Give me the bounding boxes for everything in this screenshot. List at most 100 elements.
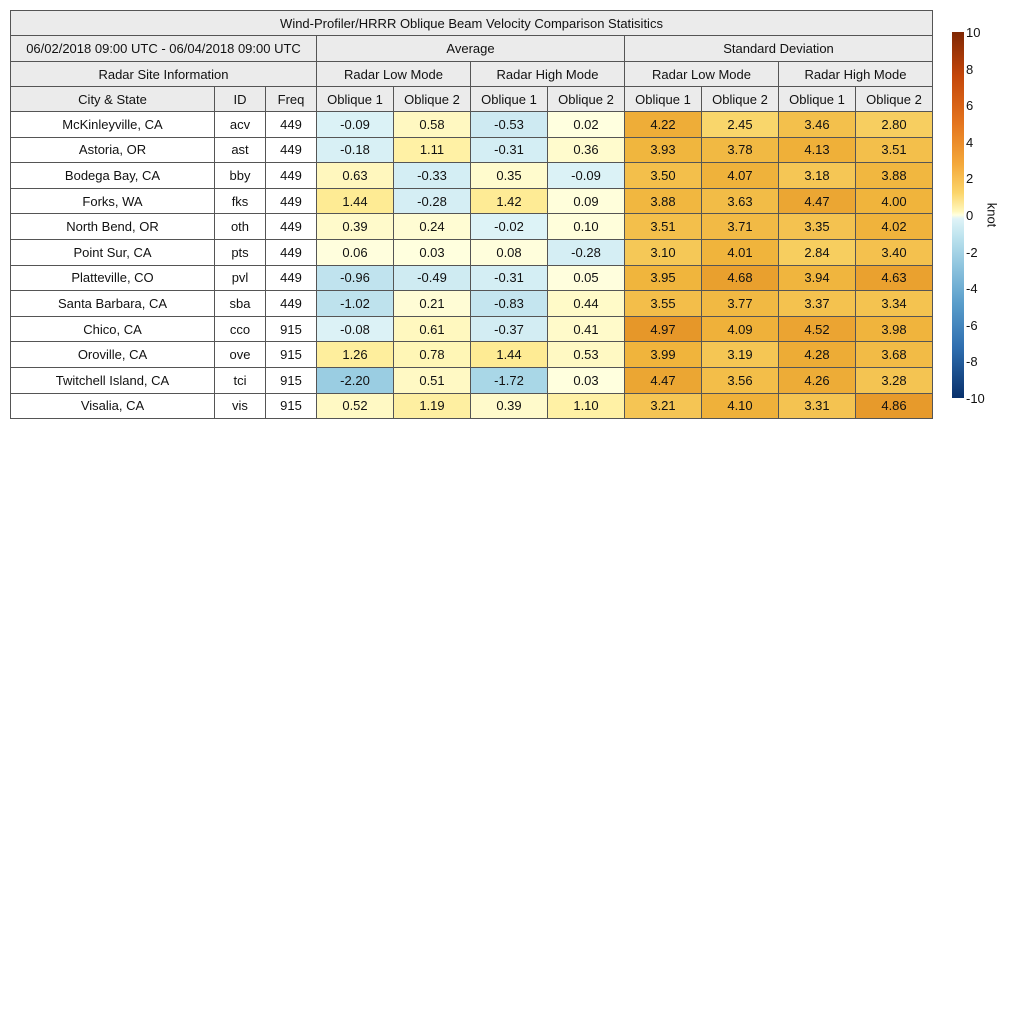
value-cell-avg-low-oblique-2: -0.33 (393, 162, 471, 189)
column-header-std-low-oblique-2: Oblique 2 (701, 86, 779, 112)
value-cell-avg-high-oblique-2: 0.03 (547, 366, 625, 394)
table-row: Santa Barbara, CA sba 449 -1.02 0.21 -0.83 0.4… (10, 290, 933, 317)
value-cell-std-high-oblique-2: 3.51 (855, 136, 933, 164)
value-cell-avg-high-oblique-2: 0.41 (547, 315, 625, 343)
value-cell-avg-high-oblique-1: 1.42 (470, 187, 548, 215)
value-cell-avg-high-oblique-1: -0.37 (470, 315, 548, 343)
value-cell-std-low-oblique-2: 3.63 (701, 187, 779, 215)
value-cell-avg-low-oblique-1: -0.09 (316, 111, 394, 138)
site-id-cell: vis (214, 392, 266, 420)
value-cell-std-high-oblique-2: 3.28 (855, 366, 933, 394)
site-id-cell: sba (214, 290, 266, 317)
value-cell-std-low-oblique-1: 3.88 (624, 187, 702, 215)
value-cell-avg-low-oblique-2: -0.28 (393, 187, 471, 215)
value-cell-avg-low-oblique-1: 0.06 (316, 238, 394, 266)
value-cell-std-high-oblique-2: 2.80 (855, 111, 933, 138)
value-cell-avg-high-oblique-1: 0.39 (470, 392, 548, 420)
value-cell-std-low-oblique-1: 3.93 (624, 136, 702, 164)
site-id-cell: oth (214, 213, 266, 240)
site-id-cell: ove (214, 341, 266, 368)
colorbar (952, 32, 964, 398)
column-header-avg-high-oblique-2: Oblique 2 (547, 86, 625, 112)
site-city-cell: Twitchell Island, CA (10, 366, 215, 394)
value-cell-std-low-oblique-1: 3.55 (624, 290, 702, 317)
value-cell-std-high-oblique-1: 4.13 (778, 136, 856, 164)
value-cell-std-high-oblique-1: 3.46 (778, 111, 856, 138)
site-city-cell: Santa Barbara, CA (10, 290, 215, 317)
value-cell-avg-low-oblique-1: 0.52 (316, 392, 394, 420)
table-row: Oroville, CA ove 915 1.26 0.78 1.44 0.53 3.99 3.… (10, 341, 933, 368)
value-cell-avg-high-oblique-1: 0.08 (470, 238, 548, 266)
table-row: Point Sur, CA pts 449 0.06 0.03 0.08 -0.28 3.10… (10, 238, 933, 266)
value-cell-avg-low-oblique-2: 0.24 (393, 213, 471, 240)
value-cell-avg-high-oblique-2: 0.09 (547, 187, 625, 215)
value-cell-avg-high-oblique-1: -0.02 (470, 213, 548, 240)
value-cell-std-high-oblique-1: 3.35 (778, 213, 856, 240)
value-cell-std-high-oblique-1: 4.26 (778, 366, 856, 394)
value-cell-std-high-oblique-1: 3.37 (778, 290, 856, 317)
colorbar-tick-label: -10 (966, 391, 985, 406)
value-cell-std-low-oblique-1: 3.51 (624, 213, 702, 240)
value-cell-std-low-oblique-2: 3.77 (701, 290, 779, 317)
site-freq-cell: 915 (265, 315, 317, 343)
statistics-table: Wind-Profiler/HRRR Oblique Beam Velocity… (10, 10, 933, 420)
value-cell-std-high-oblique-1: 4.47 (778, 187, 856, 215)
site-freq-cell: 449 (265, 162, 317, 189)
table-row: Platteville, CO pvl 449 -0.96 -0.49 -0.31 0.05… (10, 264, 933, 292)
value-cell-std-high-oblique-2: 4.63 (855, 264, 933, 292)
site-freq-cell: 449 (265, 213, 317, 240)
value-cell-std-high-oblique-2: 3.34 (855, 290, 933, 317)
table-row: Forks, WA fks 449 1.44 -0.28 1.42 0.09 3.88 3.63… (10, 187, 933, 215)
value-cell-avg-low-oblique-2: 0.78 (393, 341, 471, 368)
table-row: McKinleyville, CA acv 449 -0.09 0.58 -0.53 0.0… (10, 111, 933, 138)
colorbar-label: knot (984, 202, 1000, 228)
site-id-cell: pts (214, 238, 266, 266)
value-cell-avg-low-oblique-2: 0.61 (393, 315, 471, 343)
table-row: Astoria, OR ast 449 -0.18 1.11 -0.31 0.36 3.93 3… (10, 136, 933, 164)
value-cell-std-low-oblique-1: 3.50 (624, 162, 702, 189)
colorbar-tick-label: 2 (966, 171, 974, 187)
mode-header-std-high: Radar High Mode (778, 61, 933, 87)
column-header-avg-low-oblique-1: Oblique 1 (316, 86, 394, 112)
site-city-cell: McKinleyville, CA (10, 111, 215, 138)
value-cell-avg-low-oblique-1: -0.08 (316, 315, 394, 343)
value-cell-avg-high-oblique-2: -0.28 (547, 238, 625, 266)
value-cell-std-high-oblique-2: 4.86 (855, 392, 933, 420)
colorbar-tick-label: 0 (966, 208, 974, 223)
value-cell-avg-low-oblique-1: -0.18 (316, 136, 394, 164)
value-cell-std-high-oblique-2: 3.40 (855, 238, 933, 266)
site-freq-cell: 449 (265, 290, 317, 317)
site-id-cell: pvl (214, 264, 266, 292)
value-cell-std-low-oblique-1: 3.10 (624, 238, 702, 266)
value-cell-avg-low-oblique-1: -1.02 (316, 290, 394, 317)
column-header-avg-high-oblique-1: Oblique 1 (470, 86, 548, 112)
site-freq-cell: 915 (265, 341, 317, 368)
value-cell-avg-high-oblique-2: 0.10 (547, 213, 625, 240)
site-freq-cell: 449 (265, 187, 317, 215)
value-cell-avg-high-oblique-2: 0.44 (547, 290, 625, 317)
value-cell-avg-low-oblique-2: 0.51 (393, 366, 471, 394)
value-cell-std-low-oblique-2: 2.45 (701, 111, 779, 138)
value-cell-std-high-oblique-2: 4.00 (855, 187, 933, 215)
value-cell-std-low-oblique-2: 3.19 (701, 341, 779, 368)
value-cell-std-low-oblique-1: 3.95 (624, 264, 702, 292)
table-body: McKinleyville, CA acv 449 -0.09 0.58 -0.53 0.0… (10, 111, 933, 420)
mode-header-avg-high: Radar High Mode (470, 61, 625, 87)
value-cell-std-high-oblique-1: 3.18 (778, 162, 856, 189)
colorbar-tick-label: -6 (966, 317, 978, 333)
mode-header-std-low: Radar Low Mode (624, 61, 779, 87)
table-row: North Bend, OR oth 449 0.39 0.24 -0.02 0.10 3.5… (10, 213, 933, 240)
value-cell-avg-high-oblique-2: -0.09 (547, 162, 625, 189)
value-cell-avg-low-oblique-2: 0.21 (393, 290, 471, 317)
value-cell-avg-low-oblique-2: 1.11 (393, 136, 471, 164)
colorbar-tick-label: 4 (966, 134, 974, 150)
value-cell-std-low-oblique-2: 4.09 (701, 315, 779, 343)
table-row: Bodega Bay, CA bby 449 0.63 -0.33 0.35 -0.09 3.… (10, 162, 933, 189)
value-cell-avg-high-oblique-1: -0.53 (470, 111, 548, 138)
value-cell-avg-low-oblique-2: -0.49 (393, 264, 471, 292)
site-city-cell: Astoria, OR (10, 136, 215, 164)
value-cell-std-low-oblique-1: 4.47 (624, 366, 702, 394)
site-freq-cell: 915 (265, 392, 317, 420)
value-cell-std-low-oblique-1: 4.22 (624, 111, 702, 138)
value-cell-std-low-oblique-2: 3.71 (701, 213, 779, 240)
